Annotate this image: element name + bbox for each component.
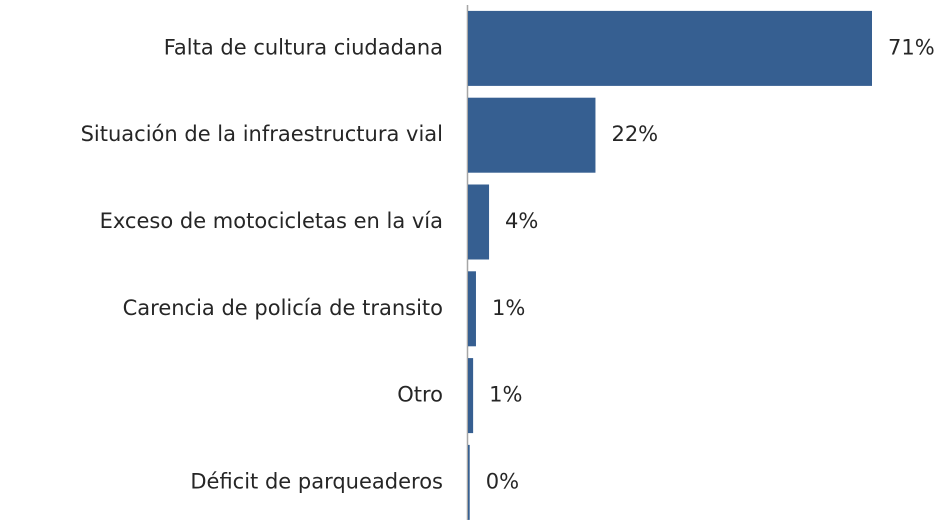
value-label: 22% bbox=[611, 122, 658, 146]
bar bbox=[468, 271, 476, 347]
category-label: Carencia de policía de transito bbox=[123, 296, 443, 320]
value-label: 4% bbox=[505, 209, 538, 233]
category-label: Déficit de parqueaderos bbox=[190, 469, 443, 493]
value-label: 1% bbox=[492, 296, 525, 320]
category-label: Exceso de motocicletas en la vía bbox=[100, 209, 443, 233]
category-label: Otro bbox=[397, 383, 443, 407]
value-label: 0% bbox=[486, 469, 519, 493]
value-label: 1% bbox=[489, 383, 522, 407]
bar bbox=[468, 10, 872, 86]
category-label: Situación de la infraestructura vial bbox=[81, 122, 443, 146]
category-label: Falta de cultura ciudadana bbox=[164, 35, 443, 59]
bar bbox=[468, 358, 474, 434]
value-label: 71% bbox=[888, 35, 935, 59]
bar bbox=[468, 97, 596, 173]
bar bbox=[468, 184, 490, 260]
bar bbox=[468, 444, 470, 520]
